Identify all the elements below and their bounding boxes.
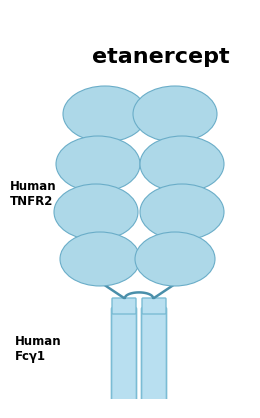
Text: Human
TNFR2: Human TNFR2 bbox=[10, 180, 57, 208]
Ellipse shape bbox=[56, 136, 140, 192]
Text: Human
Fcγ1: Human Fcγ1 bbox=[15, 335, 62, 363]
Ellipse shape bbox=[135, 232, 215, 286]
Text: etanercept: etanercept bbox=[92, 47, 230, 67]
FancyBboxPatch shape bbox=[142, 298, 166, 314]
Ellipse shape bbox=[133, 86, 217, 142]
Ellipse shape bbox=[63, 86, 147, 142]
FancyBboxPatch shape bbox=[112, 308, 136, 418]
FancyBboxPatch shape bbox=[141, 308, 166, 418]
Ellipse shape bbox=[140, 136, 224, 192]
FancyBboxPatch shape bbox=[112, 298, 136, 314]
Ellipse shape bbox=[60, 232, 140, 286]
Ellipse shape bbox=[140, 184, 224, 240]
Ellipse shape bbox=[54, 184, 138, 240]
